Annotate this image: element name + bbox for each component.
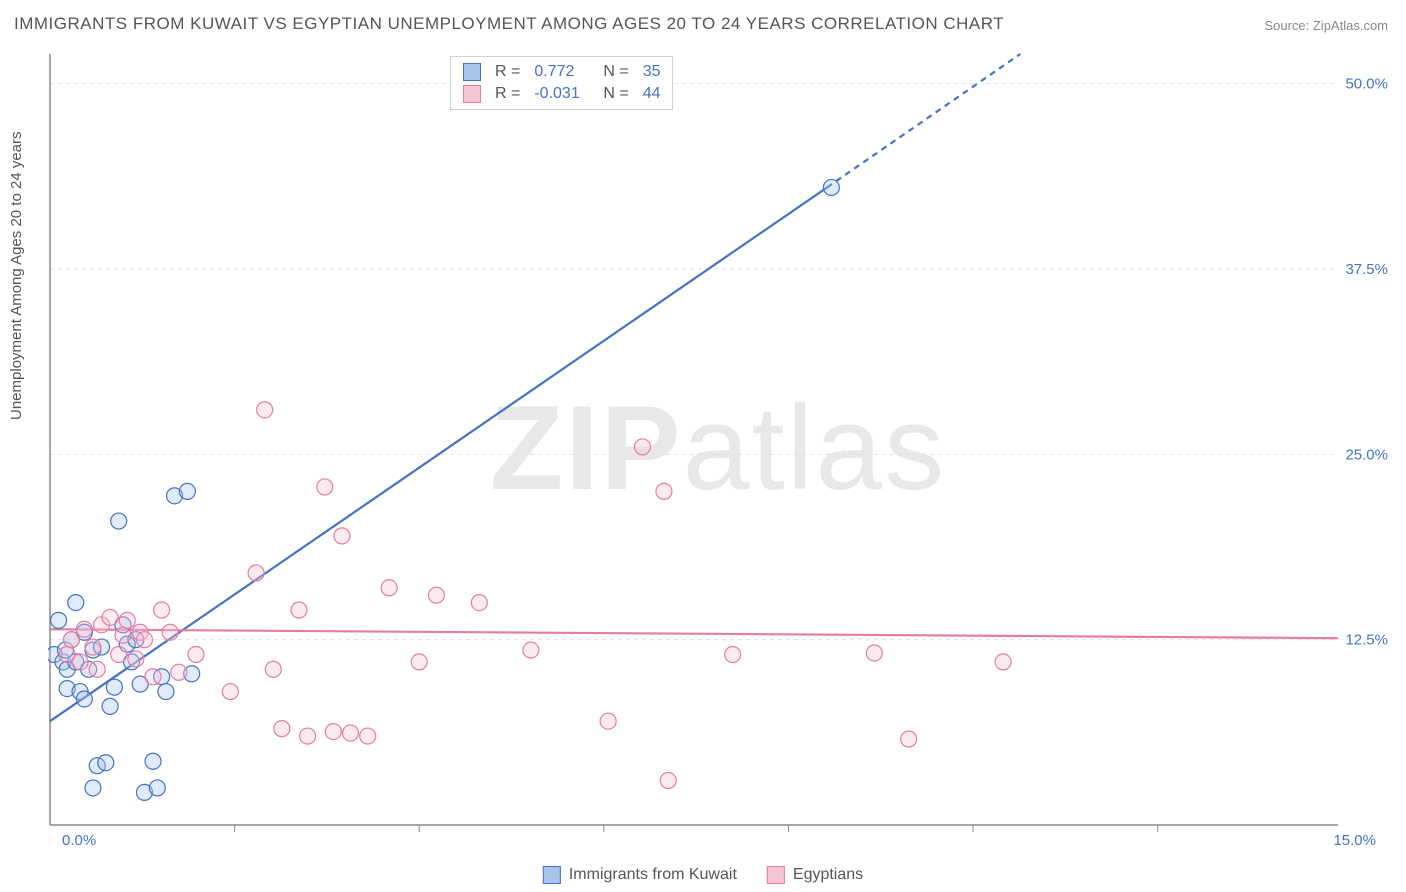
legend-row-kuwait: R = 0.772 N = 35 [463, 61, 660, 83]
swatch-egyptians [767, 866, 785, 884]
scatter-plot: 12.5% 25.0% 37.5% 50.0% 0.0% 15.0% [48, 50, 1388, 845]
data-point [68, 595, 84, 611]
data-point [866, 645, 882, 661]
data-point [901, 731, 917, 747]
data-point [102, 609, 118, 625]
data-point [119, 612, 135, 628]
data-point [145, 669, 161, 685]
y-tick-label: 25.0% [1345, 446, 1388, 463]
data-point [128, 651, 144, 667]
data-point [300, 728, 316, 744]
data-point [343, 725, 359, 741]
data-point [85, 639, 101, 655]
data-point [162, 624, 178, 640]
data-point [63, 632, 79, 648]
swatch-kuwait [463, 63, 481, 81]
legend-series: Immigrants from Kuwait Egyptians [543, 866, 863, 884]
data-point [411, 654, 427, 670]
data-point [111, 646, 127, 662]
data-point [725, 646, 741, 662]
data-point [222, 684, 238, 700]
data-point [471, 595, 487, 611]
data-point [98, 755, 114, 771]
legend-label-kuwait: Immigrants from Kuwait [569, 866, 737, 884]
data-point [325, 724, 341, 740]
legend-label-egyptians: Egyptians [793, 866, 863, 884]
r-value-kuwait: 0.772 [534, 63, 589, 81]
data-point [428, 587, 444, 603]
data-point [634, 439, 650, 455]
data-point [995, 654, 1011, 670]
legend-item-egyptians: Egyptians [767, 866, 863, 884]
x-tick-label: 0.0% [62, 832, 96, 845]
data-point [145, 753, 161, 769]
legend-row-egyptians: R = -0.031 N = 44 [463, 83, 660, 105]
y-tick-label: 50.0% [1345, 76, 1388, 93]
n-value-kuwait: 35 [643, 63, 661, 81]
y-tick-label: 12.5% [1345, 632, 1388, 649]
data-point [291, 602, 307, 618]
r-label: R = [495, 85, 520, 103]
data-point [149, 780, 165, 796]
y-tick-label: 37.5% [1345, 261, 1388, 278]
data-point [111, 513, 127, 529]
n-label: N = [603, 63, 628, 81]
swatch-kuwait [543, 866, 561, 884]
data-point [334, 528, 350, 544]
legend-correlation-box: R = 0.772 N = 35 R = -0.031 N = 44 [450, 56, 673, 110]
data-point [76, 621, 92, 637]
data-point [381, 580, 397, 596]
data-point [274, 721, 290, 737]
source-attribution: Source: ZipAtlas.com [1264, 18, 1388, 33]
r-value-egyptians: -0.031 [534, 85, 589, 103]
data-point [72, 654, 88, 670]
data-point [523, 642, 539, 658]
data-point [188, 646, 204, 662]
data-point [360, 728, 376, 744]
data-point [158, 684, 174, 700]
data-point [51, 612, 67, 628]
data-point [85, 780, 101, 796]
legend-item-kuwait: Immigrants from Kuwait [543, 866, 737, 884]
data-point [248, 565, 264, 581]
data-point [660, 773, 676, 789]
n-value-egyptians: 44 [643, 85, 661, 103]
data-point [115, 627, 131, 643]
data-point [76, 691, 92, 707]
data-point [171, 664, 187, 680]
chart-title: IMMIGRANTS FROM KUWAIT VS EGYPTIAN UNEMP… [14, 14, 1004, 34]
chart-area: ZIPatlas 12.5%25.0%37.5%50.0%0.0%15.0% [48, 50, 1388, 845]
r-label: R = [495, 63, 520, 81]
data-point [257, 402, 273, 418]
y-axis-label: Unemployment Among Ages 20 to 24 years [8, 131, 25, 420]
swatch-egyptians [463, 85, 481, 103]
data-point [154, 602, 170, 618]
data-point [600, 713, 616, 729]
data-point [136, 632, 152, 648]
data-point [656, 483, 672, 499]
data-point [823, 179, 839, 195]
x-tick-label: 15.0% [1333, 832, 1376, 845]
data-point [317, 479, 333, 495]
data-point [102, 698, 118, 714]
data-point [89, 661, 105, 677]
data-point [106, 679, 122, 695]
data-point [265, 661, 281, 677]
data-point [179, 483, 195, 499]
n-label: N = [603, 85, 628, 103]
